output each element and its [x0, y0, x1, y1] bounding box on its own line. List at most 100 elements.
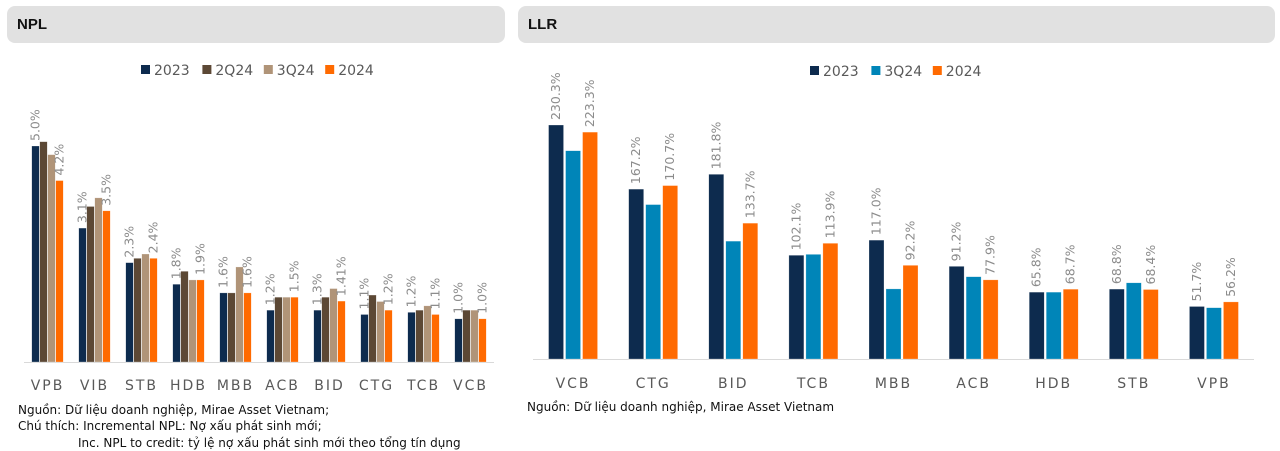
category-label-hdb: HDB [1035, 376, 1072, 392]
data-label-vpb-2023: 5.0% [28, 109, 43, 141]
npl-panel-title: NPL [17, 16, 47, 33]
bar-bid-2q24 [321, 296, 330, 363]
category-label-hdb: HDB [170, 378, 207, 394]
category-label-tcb: TCB [796, 376, 830, 392]
llr-source-note: Nguồn: Dữ liệu doanh nghiệp, Mirae Asset… [527, 400, 835, 414]
bar-vpb-2023 [31, 145, 40, 363]
npl-caption-note: Chú thích: Incremental NPL: Nợ xấu phát … [18, 419, 322, 433]
bar-acb-2q24 [274, 296, 283, 363]
data-label-ctg-2023: 167.2% [628, 136, 643, 184]
legend-label-3q24: 3Q24 [277, 63, 315, 79]
bar-tcb-2023 [788, 255, 805, 360]
data-label-hdb-2024: 1.9% [193, 243, 208, 275]
bar-acb-3q24 [965, 276, 982, 360]
data-label-stb-2023: 2.3% [122, 226, 137, 258]
category-label-vpb: VPB [31, 378, 65, 394]
llr-panel-title: LLR [528, 16, 558, 33]
data-label-vcb-2024: 1.0% [475, 282, 490, 314]
bar-bid-3q24 [329, 288, 338, 363]
bar-mbb-3q24 [235, 266, 244, 363]
bar-tcb-3q24 [423, 305, 432, 363]
bar-stb-2q24 [133, 258, 142, 363]
data-label-tcb-2024: 1.1% [428, 278, 443, 310]
data-label-bid-2023: 181.8% [708, 122, 723, 170]
category-label-mbb: MBB [217, 378, 254, 394]
bar-stb-2023 [125, 262, 134, 363]
data-label-tcb-2023: 102.1% [788, 202, 803, 250]
bar-bid-2024 [337, 300, 346, 363]
bar-tcb-2024 [431, 314, 440, 363]
bar-mbb-2q24 [227, 292, 236, 363]
data-label-ctg-2024: 170.7% [662, 133, 677, 181]
category-label-acb: ACB [956, 376, 991, 392]
bar-mbb-2023 [219, 292, 228, 363]
data-label-vpb-2024: 56.2% [1223, 257, 1238, 297]
data-label-acb-2024: 77.9% [983, 235, 998, 275]
legend-label-2q24: 2Q24 [215, 63, 253, 79]
data-label-ctg-2023: 1.1% [357, 278, 372, 310]
data-label-bid-2024: 133.7% [742, 170, 757, 218]
category-label-acb: ACB [265, 378, 300, 394]
data-label-hdb-2023: 1.8% [169, 247, 184, 279]
llr-panel-header: LLR [518, 6, 1275, 43]
bar-vib-2024 [102, 210, 111, 363]
data-label-acb-2023: 1.2% [263, 273, 278, 305]
bar-mbb-2024 [902, 265, 919, 360]
bar-vcb-2023 [548, 124, 564, 360]
category-label-vcb: VCB [556, 376, 591, 392]
bar-vcb-2q24 [462, 309, 471, 363]
bar-hdb-3q24 [1045, 291, 1062, 360]
bar-mbb-3q24 [885, 288, 902, 360]
legend-label-2023: 2023 [823, 64, 859, 80]
bar-hdb-3q24 [188, 279, 197, 363]
legend-swatch-2024 [325, 65, 335, 74]
category-label-vpb: VPB [1197, 376, 1231, 392]
category-label-bid: BID [314, 378, 345, 394]
bar-vpb-2024 [55, 180, 64, 363]
bar-vpb-3q24 [47, 154, 56, 363]
bar-stb-2023 [1109, 288, 1125, 360]
data-label-hdb-2024: 68.7% [1063, 244, 1078, 284]
bar-vib-3q24 [94, 197, 103, 363]
bar-vcb-2024 [478, 318, 487, 363]
bar-stb-3q24 [1126, 282, 1142, 360]
bar-acb-2024 [982, 279, 999, 360]
data-label-mbb-2023: 117.0% [869, 187, 884, 235]
npl-caption-note-2: Inc. NPL to credit: tỷ lệ nợ xấu phát si… [78, 436, 461, 450]
bar-ctg-2q24 [368, 294, 377, 363]
bar-hdb-2023 [1028, 291, 1045, 360]
bar-stb-2024 [1143, 289, 1159, 360]
bar-hdb-2024 [1062, 288, 1079, 360]
legend-swatch-2023 [141, 65, 150, 74]
data-label-tcb-2023: 1.2% [404, 275, 419, 307]
bar-hdb-2q24 [180, 271, 189, 363]
category-label-stb: STB [1117, 376, 1150, 392]
category-label-tcb: TCB [406, 378, 440, 394]
data-label-hdb-2023: 65.8% [1029, 247, 1044, 287]
legend-swatch-3q24 [871, 66, 881, 75]
data-label-mbb-2024: 92.2% [903, 220, 918, 260]
data-label-vib-2023: 3.1% [75, 191, 90, 223]
bar-acb-2023 [948, 266, 965, 360]
data-label-stb-2023: 68.8% [1109, 244, 1124, 284]
data-label-vpb-2024: 4.2% [52, 144, 67, 176]
legend-swatch-2023 [810, 66, 819, 75]
bar-bid-2024 [742, 222, 759, 360]
data-label-ctg-2024: 1.2% [381, 273, 396, 305]
bar-acb-3q24 [282, 296, 291, 363]
data-label-acb-2023: 91.2% [949, 222, 964, 262]
data-label-vcb-2023: 230.3% [548, 72, 563, 120]
bar-stb-3q24 [141, 253, 150, 363]
bar-vcb-2023 [454, 318, 463, 363]
data-label-vcb-2023: 1.0% [451, 282, 466, 314]
llr-chart: 2023 3Q24 2024 230.3% 223.3% VCB 167.2% 170.7% C… [533, 64, 1254, 392]
bar-ctg-3q24 [645, 204, 661, 360]
data-label-bid-2024: 1.41% [334, 256, 349, 296]
data-label-mbb-2024: 1.6% [240, 256, 255, 288]
bar-tcb-2023 [407, 312, 416, 363]
npl-source-note: Nguồn: Dữ liệu doanh nghiệp, Mirae Asset… [18, 403, 330, 417]
bar-vpb-2023 [1189, 306, 1205, 360]
bar-bid-3q24 [725, 240, 742, 360]
data-label-mbb-2023: 1.6% [216, 256, 231, 288]
